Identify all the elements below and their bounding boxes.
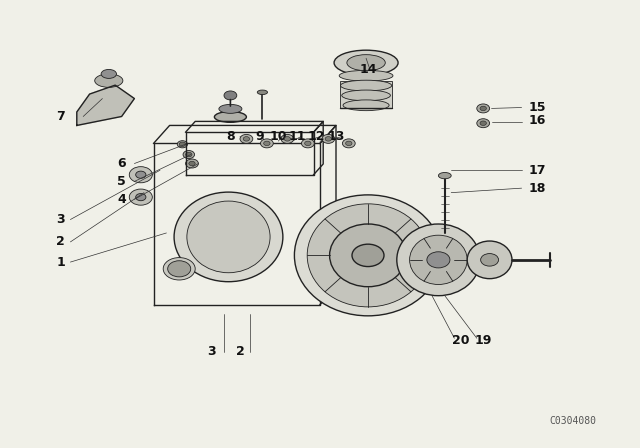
Ellipse shape: [284, 137, 291, 141]
Ellipse shape: [214, 112, 246, 122]
Text: 11: 11: [289, 130, 307, 143]
Ellipse shape: [347, 55, 385, 71]
Ellipse shape: [480, 106, 486, 111]
Ellipse shape: [438, 172, 451, 179]
Text: 19: 19: [474, 334, 492, 347]
Ellipse shape: [322, 134, 335, 143]
Ellipse shape: [177, 141, 188, 148]
Ellipse shape: [467, 241, 512, 279]
Ellipse shape: [294, 195, 442, 316]
Text: 14: 14: [359, 63, 377, 76]
Ellipse shape: [325, 137, 332, 141]
Text: 16: 16: [529, 114, 547, 128]
Ellipse shape: [342, 90, 390, 101]
Bar: [340, 81, 392, 108]
Text: 12: 12: [308, 130, 326, 143]
Ellipse shape: [95, 74, 123, 87]
Polygon shape: [77, 85, 134, 125]
Text: 15: 15: [529, 101, 547, 114]
Ellipse shape: [307, 204, 429, 307]
Ellipse shape: [163, 258, 195, 280]
Ellipse shape: [480, 121, 486, 125]
Text: 4: 4: [117, 193, 126, 206]
Ellipse shape: [340, 80, 392, 91]
Ellipse shape: [187, 201, 270, 273]
Ellipse shape: [224, 91, 237, 100]
Ellipse shape: [334, 50, 398, 75]
Ellipse shape: [481, 254, 499, 266]
Ellipse shape: [183, 151, 195, 159]
Ellipse shape: [186, 152, 192, 157]
Ellipse shape: [174, 192, 283, 282]
Text: 2: 2: [56, 235, 65, 249]
Ellipse shape: [186, 159, 198, 168]
Ellipse shape: [264, 141, 270, 146]
Text: 10: 10: [269, 130, 287, 143]
Ellipse shape: [397, 224, 480, 296]
Ellipse shape: [189, 161, 195, 166]
Ellipse shape: [219, 104, 242, 113]
Ellipse shape: [281, 134, 294, 143]
Text: 8: 8: [226, 130, 235, 143]
Ellipse shape: [129, 167, 152, 183]
Ellipse shape: [305, 141, 311, 146]
Text: C0304080: C0304080: [549, 416, 596, 426]
Ellipse shape: [257, 90, 268, 95]
Text: 3: 3: [207, 345, 216, 358]
Text: 17: 17: [529, 164, 547, 177]
Text: 18: 18: [529, 181, 547, 195]
Ellipse shape: [477, 104, 490, 113]
Text: 5: 5: [117, 175, 126, 188]
Ellipse shape: [410, 235, 467, 284]
Ellipse shape: [346, 141, 352, 146]
Text: 20: 20: [452, 334, 470, 347]
Ellipse shape: [343, 100, 389, 111]
Ellipse shape: [477, 119, 490, 128]
Text: 1: 1: [56, 255, 65, 269]
Ellipse shape: [330, 224, 406, 287]
Text: 7: 7: [56, 110, 65, 123]
Ellipse shape: [240, 134, 253, 143]
Ellipse shape: [136, 171, 146, 178]
Ellipse shape: [136, 194, 146, 201]
Text: 3: 3: [56, 213, 65, 226]
Ellipse shape: [101, 69, 116, 78]
Ellipse shape: [129, 189, 152, 205]
Ellipse shape: [301, 139, 314, 148]
Ellipse shape: [179, 142, 186, 146]
Ellipse shape: [339, 70, 393, 81]
Text: 2: 2: [236, 345, 244, 358]
Text: 6: 6: [117, 157, 126, 170]
Text: 13: 13: [327, 130, 345, 143]
Ellipse shape: [352, 244, 384, 267]
Ellipse shape: [168, 261, 191, 277]
Ellipse shape: [260, 139, 273, 148]
Ellipse shape: [427, 252, 450, 268]
Ellipse shape: [342, 139, 355, 148]
Text: 9: 9: [255, 130, 264, 143]
Ellipse shape: [243, 137, 250, 141]
